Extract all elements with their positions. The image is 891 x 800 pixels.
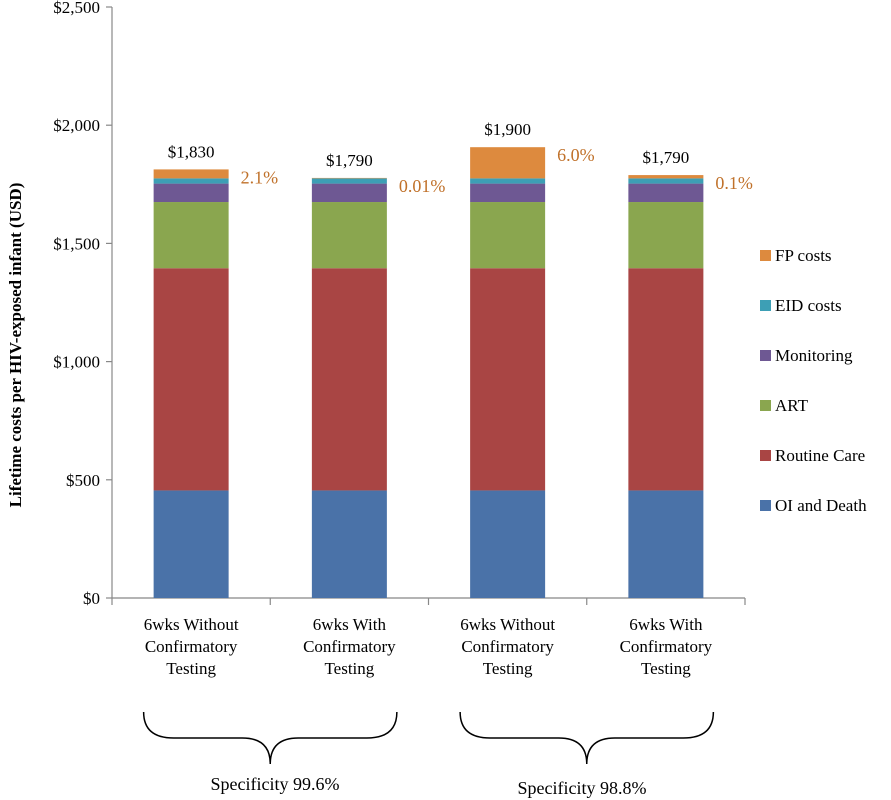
bar-segment xyxy=(470,490,546,598)
group-label: Specificity 98.8% xyxy=(518,778,647,798)
bar-segment xyxy=(470,202,546,269)
legend-swatch xyxy=(760,500,771,511)
bar-total-label: $1,790 xyxy=(643,148,690,167)
x-axis: 6wks Without Confirmatory Testing 6wks With… xyxy=(111,597,746,678)
bar-segment xyxy=(470,268,546,491)
y-axis-title: Lifetime costs per HIV-exposed infant (U… xyxy=(6,183,25,508)
x-category-label: 6wks Without Confirmatory Testing xyxy=(144,615,239,678)
group-brace xyxy=(459,711,715,765)
legend-swatch xyxy=(760,250,771,261)
fp-percent-label: 6.0% xyxy=(557,145,595,165)
y-tick-label: $1,000 xyxy=(53,353,100,372)
bar-total-label: $1,830 xyxy=(168,142,215,161)
legend-swatch xyxy=(760,400,771,411)
legend: FP costs EID costs Monitoring ART Routine Ca… xyxy=(760,246,867,515)
bar-segment xyxy=(153,268,229,491)
bar-segment xyxy=(311,183,387,203)
y-tick-label: $2,500 xyxy=(53,0,100,17)
bar-segment xyxy=(628,183,704,203)
y-tick-label: $1,500 xyxy=(53,234,100,253)
bar-segment xyxy=(311,268,387,491)
group-label: Specificity 99.6% xyxy=(211,774,340,794)
legend-label: Routine Care xyxy=(775,446,865,465)
fp-percent-label: 0.1% xyxy=(715,173,753,193)
bar-annotations: $1,830 2.1% $1,790 0.01% $1,900 6.0% $1,790 0.1… xyxy=(168,120,753,196)
bar-segment xyxy=(311,178,387,184)
bar-segment xyxy=(470,183,546,203)
legend-swatch xyxy=(760,350,771,361)
fp-percent-label: 2.1% xyxy=(241,167,279,187)
bar-segment xyxy=(628,490,704,598)
y-tick-label: $2,000 xyxy=(53,116,100,135)
bar-segment xyxy=(470,147,546,179)
bar-segment xyxy=(311,202,387,269)
legend-swatch xyxy=(760,300,771,311)
bar-total-label: $1,790 xyxy=(326,151,373,170)
legend-label: Monitoring xyxy=(775,346,853,365)
bar-segment xyxy=(628,268,704,491)
bar-segment xyxy=(153,169,229,179)
x-category-label: 6wks Without Confirmatory Testing xyxy=(460,615,555,678)
bar-segment xyxy=(153,202,229,269)
group-braces: Specificity 99.6% Specificity 98.8% xyxy=(142,711,715,798)
y-tick-label: $500 xyxy=(66,471,100,490)
bar-segment xyxy=(628,178,704,184)
legend-label: ART xyxy=(775,396,809,415)
y-axis: $0 $500 $1,000 $1,500 $2,000 $2,500 xyxy=(53,0,113,608)
bar-segment xyxy=(628,202,704,269)
bar-segment xyxy=(628,175,704,179)
legend-label: FP costs xyxy=(775,246,832,265)
legend-label: OI and Death xyxy=(775,496,867,515)
bar-segment xyxy=(153,178,229,184)
bar-segment xyxy=(153,490,229,598)
bar-segment xyxy=(153,183,229,203)
bar-total-label: $1,900 xyxy=(484,120,531,139)
fp-percent-label: 0.01% xyxy=(399,176,446,196)
y-tick-label: $0 xyxy=(83,589,100,608)
legend-swatch xyxy=(760,450,771,461)
group-brace xyxy=(142,711,398,765)
bar-segment xyxy=(311,490,387,598)
legend-label: EID costs xyxy=(775,296,842,315)
x-category-label: 6wks With Confirmatory Testing xyxy=(620,615,713,678)
bars xyxy=(153,147,704,598)
x-category-label: 6wks With Confirmatory Testing xyxy=(303,615,396,678)
bar-segment xyxy=(470,178,546,184)
